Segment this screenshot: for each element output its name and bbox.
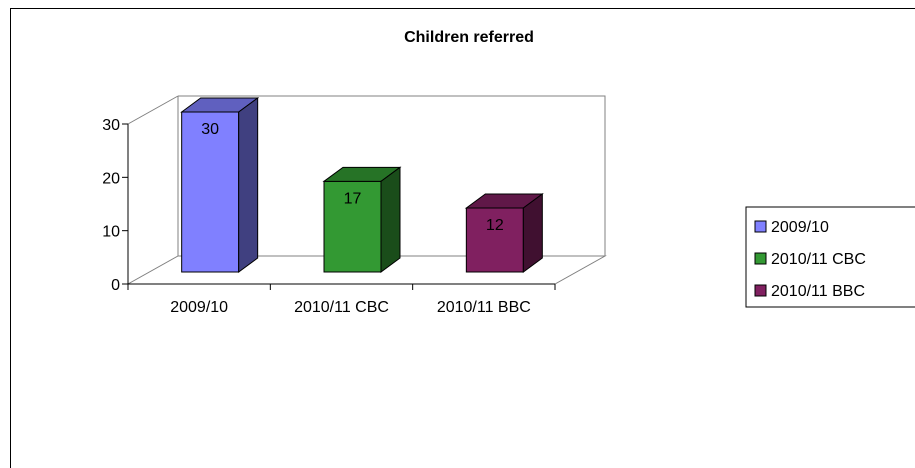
bar-1: 30 (180, 97, 260, 273)
bars: 30 17 12 (180, 97, 544, 273)
back-wall-left (127, 95, 179, 284)
x-category-label: 2010/11 BBC (437, 299, 531, 316)
chart-title: Children referred (404, 29, 534, 46)
bar-side (522, 193, 543, 273)
legend-swatch (754, 252, 767, 265)
chart-area (10, 8, 915, 468)
y-tick-label: 0 (111, 277, 120, 294)
y-axis: 0 10 20 30 (102, 117, 129, 294)
bar-2: 17 (322, 166, 402, 273)
legend: 2009/10 2010/11 CBC 2010/11 BBC (745, 206, 915, 308)
legend-box (745, 206, 915, 308)
y-tick-label: 30 (102, 117, 120, 134)
back-wall-top (178, 95, 606, 256)
legend-entry: 2010/11 BBC (771, 283, 865, 300)
x-axis: 2009/10 2010/11 CBC 2010/11 BBC (127, 283, 556, 316)
legend-swatch (754, 220, 767, 233)
bar-side (238, 97, 259, 273)
x-category-label: 2009/10 (170, 299, 228, 316)
legend-entry: 2010/11 CBC (771, 251, 866, 268)
x-category-label: 2010/11 CBC (294, 299, 389, 316)
bar-3: 12 (464, 193, 544, 273)
y-tick-label: 20 (102, 170, 120, 187)
legend-entry: 2009/10 (771, 219, 829, 236)
bar-chart: Children referred 0 10 20 30 2009/10 2010/11… (102, 29, 915, 316)
data-label: 30 (201, 121, 219, 138)
legend-swatch (754, 284, 767, 297)
y-tick-label: 10 (102, 224, 120, 241)
bar-front (323, 180, 382, 273)
bar-front (465, 207, 524, 273)
data-label: 17 (344, 190, 362, 207)
bar-side (380, 166, 401, 273)
data-label: 12 (486, 217, 504, 234)
